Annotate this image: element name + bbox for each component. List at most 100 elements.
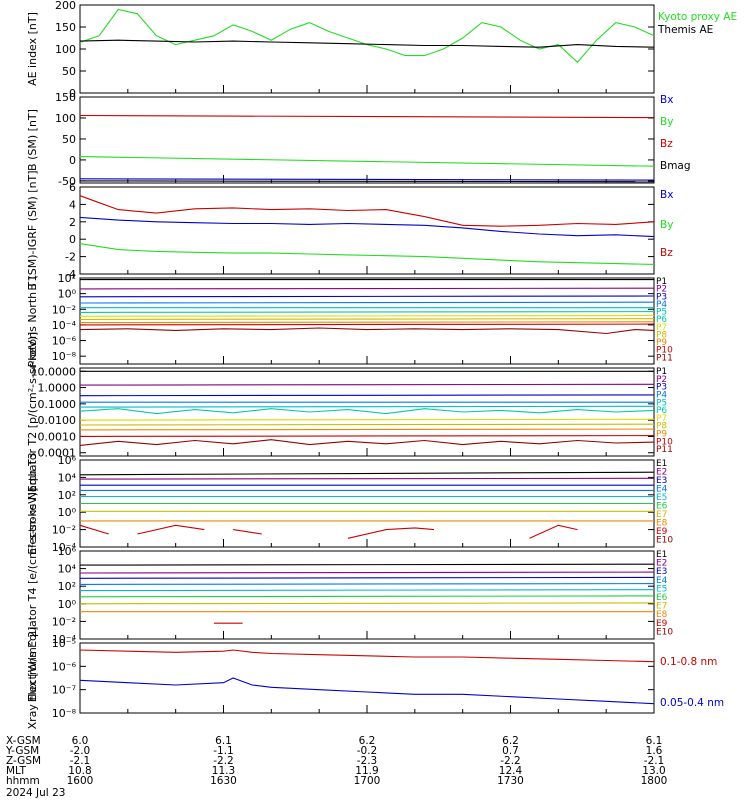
legend-entry: By xyxy=(660,116,673,128)
legend-entry: P3 xyxy=(656,383,667,393)
legend-entry: E3 xyxy=(656,567,667,577)
x-axis-row-value: -0.2 xyxy=(357,745,378,757)
y-tick-label: 150 xyxy=(55,91,76,104)
x-axis-row-label: MLT xyxy=(6,765,26,777)
y-tick-label: 10⁻⁴ xyxy=(52,319,77,332)
legend-entry: E7 xyxy=(656,602,667,612)
y-tick-label: 10⁻⁸ xyxy=(52,707,77,720)
series-line-bz xyxy=(79,195,655,227)
y-axis-label: B (SM)-IGRF (SM) [nT] xyxy=(26,170,39,290)
y-tick-label: 10⁻⁸ xyxy=(52,350,77,363)
series-line-e9 xyxy=(529,524,578,539)
y-tick-label: 0.1000 xyxy=(38,398,77,411)
legend-entry: E9 xyxy=(656,619,668,629)
legend-entry: By xyxy=(660,219,673,231)
legend-entry: E10 xyxy=(656,627,673,637)
y-axis-label: B (SM) [nT] xyxy=(26,109,39,171)
x-axis-row-value: 13.0 xyxy=(642,765,665,777)
legend-entry: E4 xyxy=(656,576,668,586)
legend-entry: P2 xyxy=(656,375,667,385)
series-line-p4 xyxy=(79,301,655,304)
legend-entry: E6 xyxy=(656,593,668,603)
legend-entry: P9 xyxy=(656,430,667,440)
series-line-e2 xyxy=(79,571,655,574)
series-line-p11 xyxy=(79,327,655,335)
series-line-by xyxy=(79,156,655,167)
legend-entry: E4 xyxy=(656,485,668,495)
x-axis-row-label: X-GSM xyxy=(6,735,41,747)
y-tick-label: 100 xyxy=(55,43,76,56)
legend-entry: E7 xyxy=(656,510,667,520)
legend-entry: E3 xyxy=(656,476,667,486)
y-tick-label: 100 xyxy=(55,112,76,125)
x-axis-row-value: 10.8 xyxy=(68,765,91,777)
x-axis-row-value: -2.3 xyxy=(357,755,378,767)
y-tick-label: 2 xyxy=(69,216,76,229)
y-tick-label: 10⁶ xyxy=(58,545,77,558)
y-axis-label: Protons North T1 xyxy=(26,275,39,368)
series-line-e9 xyxy=(233,529,262,535)
y-tick-label: 10⁻⁵ xyxy=(52,637,76,650)
legend-entry: E9 xyxy=(656,527,668,537)
series-line-p9 xyxy=(79,428,655,431)
y-tick-label: 10² xyxy=(58,580,76,593)
y-tick-label: 0.0100 xyxy=(38,414,77,427)
series-line-e7 xyxy=(79,602,655,605)
legend-entry: 0.1-0.8 nm xyxy=(660,656,717,668)
legend-entry: E6 xyxy=(656,502,668,512)
x-axis-row-value: -2.1 xyxy=(644,755,665,767)
series-line-e1 xyxy=(79,471,655,476)
series-line-p2 xyxy=(79,287,655,290)
series-line-e6 xyxy=(79,595,655,598)
y-tick-label: -4 xyxy=(65,268,76,281)
panel-frame xyxy=(79,4,655,94)
legend-entry: P8 xyxy=(656,422,667,432)
x-axis-row-value: 11.9 xyxy=(355,765,378,777)
x-axis-row-value: 1.6 xyxy=(646,745,663,757)
x-axis-row-value: 6.2 xyxy=(359,735,376,747)
y-tick-label: 0.0010 xyxy=(38,430,77,443)
panel-frame xyxy=(79,277,655,365)
x-axis-row-value: -2.0 xyxy=(70,745,91,757)
legend-entry: Kyoto proxy AE xyxy=(658,11,737,23)
x-axis-row-value: -2.1 xyxy=(70,755,91,767)
y-axis-label: AE index [nT] xyxy=(26,12,39,86)
legend-entry: P8 xyxy=(656,330,667,340)
x-axis-row-value: 1730 xyxy=(497,775,524,787)
series-line-e4 xyxy=(79,583,655,585)
y-axis-label: Equator T2 [p/(cm²-s-sr-keV)] xyxy=(26,332,39,492)
y-tick-label: 10⁻² xyxy=(52,303,76,316)
legend-entry: E10 xyxy=(656,536,673,546)
legend-entry: E5 xyxy=(656,584,667,594)
y-tick-label: 50 xyxy=(62,133,76,146)
series-line-p10 xyxy=(79,323,655,326)
x-axis-row-label: Y-GSM xyxy=(5,745,39,757)
y-tick-label: 10⁻⁶ xyxy=(52,660,77,673)
y-tick-label: 10⁻⁶ xyxy=(52,335,77,348)
y-tick-label: 10.0000 xyxy=(31,365,77,378)
legend-entry: Bz xyxy=(660,138,673,150)
series-line-p6 xyxy=(79,408,655,415)
legend-entry: P4 xyxy=(656,300,667,310)
legend-entry: Bx xyxy=(660,94,673,106)
y-tick-label: 10⁰ xyxy=(58,598,77,611)
series-line-p9 xyxy=(79,321,655,324)
y-tick-label: 4 xyxy=(69,198,76,211)
x-axis-row-value: 1800 xyxy=(641,775,668,787)
series-line-p3 xyxy=(79,295,655,298)
legend-entry: P4 xyxy=(656,390,667,400)
x-axis-row-value: -2.2 xyxy=(213,755,234,767)
y-tick-label: 0 xyxy=(69,154,76,167)
legend-entry: P10 xyxy=(656,437,673,447)
y-tick-label: 10² xyxy=(58,272,76,285)
legend-entry: P2 xyxy=(656,285,667,295)
x-axis-row-value: 0.7 xyxy=(502,745,519,757)
x-axis-row-value: 12.4 xyxy=(499,765,523,777)
y-tick-label: 1.0000 xyxy=(38,382,77,395)
series-line-0-05-0-4-nm xyxy=(79,677,655,705)
legend-entry: E8 xyxy=(656,610,668,620)
legend-entry: P3 xyxy=(656,292,667,302)
series-line-bz xyxy=(79,114,655,119)
series-line-e9 xyxy=(79,524,109,535)
